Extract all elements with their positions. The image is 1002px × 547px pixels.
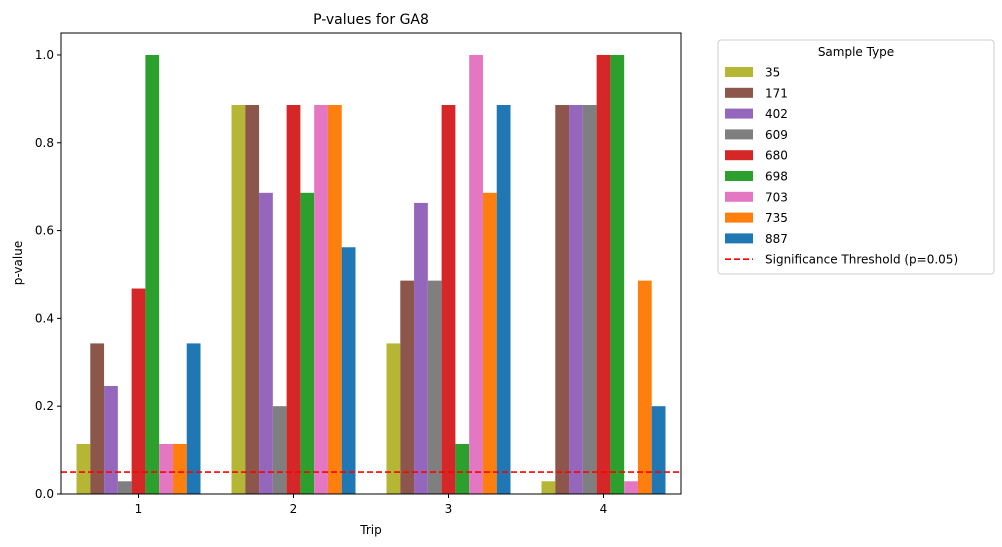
legend-label-698: 698: [765, 170, 788, 184]
bar-609-trip-4: [582, 105, 597, 494]
bar-171-trip-4: [555, 105, 570, 494]
legend-swatch-609: [725, 129, 753, 140]
legend-label-609: 609: [765, 128, 788, 142]
plot-frame: [60, 32, 682, 495]
y-tick-label: 1.0: [35, 48, 54, 62]
y-tick-label: 0.0: [35, 487, 54, 501]
y-axis: 0.0 0.2 0.4 0.6 0.8 1.0: [35, 48, 61, 501]
bar-735-trip-1: [172, 443, 187, 494]
bar-171-trip-3: [400, 280, 415, 494]
bar-609-trip-3: [427, 280, 442, 494]
bar-680-trip-3: [441, 105, 456, 494]
y-tick-label: 0.6: [35, 224, 54, 238]
legend-label-703: 703: [765, 190, 788, 204]
bar-887-trip-2: [341, 247, 356, 494]
bar-35-trip-1: [76, 443, 91, 494]
bar-698-trip-1: [145, 54, 160, 494]
legend-threshold-label: Significance Threshold (p=0.05): [765, 253, 958, 267]
bar-703-trip-2: [314, 105, 328, 494]
bar-703-trip-3: [469, 54, 483, 494]
bar-735-trip-3: [482, 192, 497, 494]
legend-swatch-703: [725, 191, 753, 202]
bar-35-trip-3: [386, 343, 401, 494]
x-tick-label: 4: [600, 502, 608, 516]
bar-680-trip-2: [286, 105, 301, 494]
chart-title: P-values for GA8: [313, 12, 429, 28]
bar-698-trip-3: [455, 443, 470, 494]
legend-swatch-402: [725, 108, 753, 119]
bar-609-trip-2: [272, 406, 287, 494]
y-tick-label: 0.2: [35, 399, 54, 413]
bar-887-trip-4: [651, 406, 666, 494]
legend-swatch-735: [725, 212, 753, 223]
legend-label-35: 35: [765, 66, 780, 80]
bar-402-trip-3: [414, 202, 428, 494]
bar-887-trip-1: [186, 343, 201, 494]
bar-171-trip-2: [245, 105, 260, 494]
bar-35-trip-2: [231, 105, 246, 494]
x-tick-label: 1: [135, 502, 143, 516]
bar-698-trip-2: [300, 192, 315, 494]
x-axis-label: Trip: [359, 523, 381, 537]
bar-703-trip-4: [624, 481, 638, 494]
y-axis-label: p-value: [11, 241, 25, 285]
bar-171-trip-1: [90, 343, 105, 494]
legend-label-887: 887: [765, 232, 788, 246]
x-tick-label: 3: [445, 502, 453, 516]
legend-label-402: 402: [765, 107, 788, 121]
bar-402-trip-1: [104, 385, 118, 494]
bar-680-trip-4: [596, 54, 611, 494]
legend-swatch-698: [725, 171, 753, 181]
legend-items: 35 171 402 609 680 698 703 735 887 Significance T…: [725, 66, 958, 267]
x-tick-label: 2: [290, 502, 298, 516]
bar-887-trip-3: [496, 105, 511, 494]
legend-label-735: 735: [765, 211, 788, 225]
legend-frame: [717, 39, 995, 275]
bar-609-trip-1: [117, 481, 132, 494]
bar-402-trip-2: [259, 192, 273, 494]
bar-703-trip-1: [159, 443, 173, 494]
y-tick-label: 0.4: [35, 311, 54, 325]
legend: Sample Type 35 171 402 609 680 698 703 735 887 Si…: [717, 39, 995, 275]
bar-402-trip-4: [569, 105, 583, 494]
legend-label-680: 680: [765, 149, 788, 163]
x-axis: 1 2 3 4: [135, 494, 608, 516]
y-tick-label: 0.8: [35, 136, 54, 150]
bars-layer: [76, 54, 666, 494]
legend-title: Sample Type: [818, 45, 894, 59]
legend-swatch-171: [725, 87, 753, 98]
legend-label-171: 171: [765, 86, 788, 100]
bar-680-trip-1: [131, 288, 146, 494]
bar-35-trip-4: [541, 481, 556, 494]
bar-698-trip-4: [610, 54, 625, 494]
legend-swatch-35: [725, 67, 753, 77]
bar-735-trip-4: [637, 280, 652, 494]
bar-735-trip-2: [327, 105, 342, 494]
legend-swatch-887: [725, 233, 753, 244]
legend-swatch-680: [725, 150, 753, 161]
